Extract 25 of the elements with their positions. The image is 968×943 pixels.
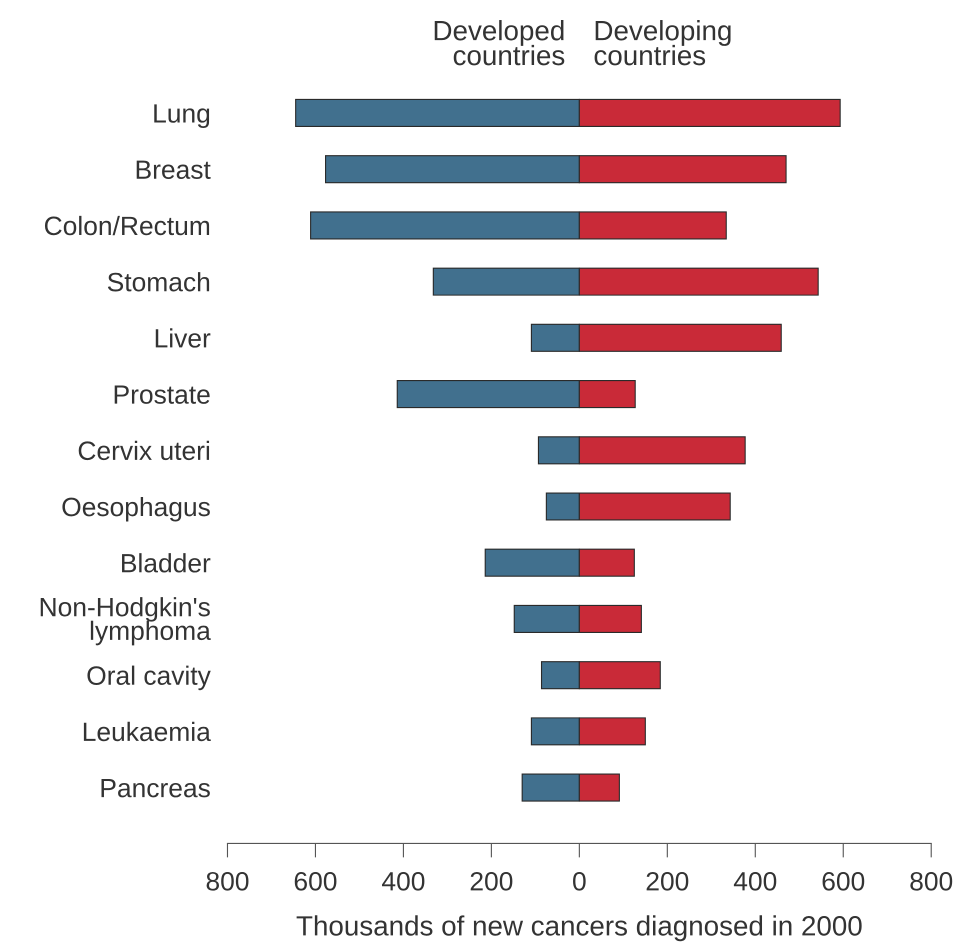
x-tick-label: 600 bbox=[294, 872, 336, 891]
y-tick-label: Breast bbox=[136, 160, 211, 180]
y-tick-label: Lung bbox=[154, 104, 210, 128]
x-tick-label: 800 bbox=[206, 872, 248, 891]
series-label: Developed countries bbox=[434, 20, 564, 66]
x-axis-title: Thousands of new cancers diagnosed in 2000 bbox=[296, 915, 862, 942]
y-tick-label: Non-Hodgkin's lymphoma bbox=[40, 597, 211, 646]
y-tick-label: Liver bbox=[156, 328, 210, 348]
y-tick-label: Bladder bbox=[122, 553, 210, 573]
x-tick-label: 400 bbox=[734, 872, 776, 891]
y-tick-label: Stomach bbox=[108, 272, 210, 292]
y-tick-label: Pancreas bbox=[102, 778, 210, 798]
y-tick-label: Prostate bbox=[114, 385, 210, 404]
x-tick-label: 600 bbox=[822, 872, 864, 891]
x-tick-label: 800 bbox=[910, 872, 952, 891]
y-tick-label: Oral cavity bbox=[87, 666, 211, 690]
x-tick-label: 400 bbox=[382, 872, 424, 891]
x-tick-label: 0 bbox=[573, 872, 586, 891]
y-tick-label: Oesophagus bbox=[62, 496, 210, 522]
series-label: Developing countries bbox=[594, 20, 731, 66]
x-tick-label: 200 bbox=[646, 872, 688, 891]
y-tick-label: Colon/Rectum bbox=[44, 216, 210, 236]
x-tick-label: 200 bbox=[470, 872, 512, 891]
y-tick-label: Leukaemia bbox=[84, 722, 211, 742]
y-tick-label: Cervix uteri bbox=[78, 440, 210, 460]
